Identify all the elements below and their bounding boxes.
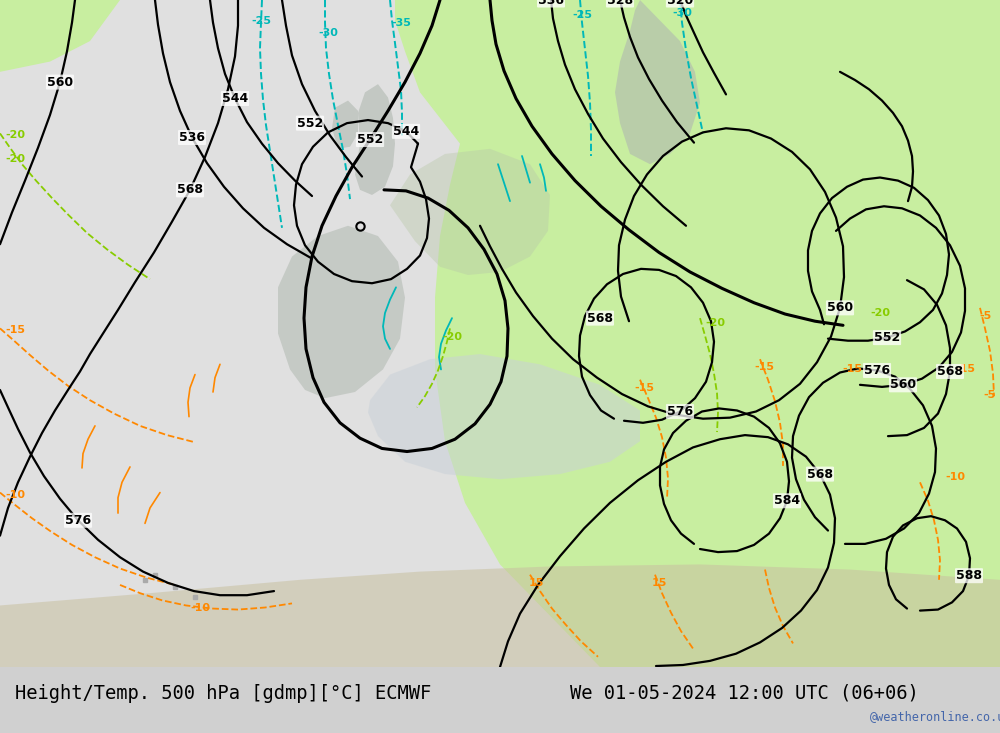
- Text: -30: -30: [318, 28, 338, 38]
- Text: 560: 560: [890, 378, 916, 391]
- Text: 576: 576: [667, 405, 693, 418]
- Text: 528: 528: [607, 0, 633, 7]
- Text: We 01-05-2024 12:00 UTC (06+06): We 01-05-2024 12:00 UTC (06+06): [570, 684, 919, 703]
- Text: 15: 15: [528, 578, 544, 588]
- Text: 552: 552: [357, 133, 383, 146]
- Text: -20: -20: [705, 318, 725, 328]
- Text: -5: -5: [979, 311, 991, 321]
- Text: -15: -15: [955, 364, 975, 375]
- Polygon shape: [355, 84, 395, 195]
- Polygon shape: [0, 0, 120, 72]
- Text: -25: -25: [572, 10, 592, 21]
- Text: 552: 552: [297, 117, 323, 130]
- Text: -20: -20: [5, 130, 25, 141]
- Text: 552: 552: [874, 331, 900, 344]
- Text: -15: -15: [5, 325, 25, 336]
- Text: 15: 15: [651, 578, 667, 588]
- Text: 568: 568: [937, 365, 963, 378]
- Text: 560: 560: [827, 301, 853, 314]
- Text: 576: 576: [864, 364, 890, 377]
- Text: 588: 588: [956, 570, 982, 582]
- Text: 576: 576: [65, 514, 91, 527]
- Text: 536: 536: [179, 131, 205, 144]
- Polygon shape: [278, 226, 405, 398]
- Text: -20: -20: [442, 331, 462, 342]
- Text: 568: 568: [587, 312, 613, 325]
- Text: -15: -15: [634, 383, 654, 393]
- Text: -20: -20: [870, 308, 890, 318]
- Text: -5: -5: [984, 390, 996, 400]
- Text: -10: -10: [945, 472, 965, 482]
- Polygon shape: [368, 354, 640, 479]
- Text: @weatheronline.co.uk: @weatheronline.co.uk: [870, 710, 1000, 723]
- Polygon shape: [0, 564, 1000, 667]
- Text: -15: -15: [842, 364, 862, 375]
- Text: 560: 560: [47, 75, 73, 89]
- Text: -15: -15: [754, 362, 774, 372]
- Text: 544: 544: [222, 92, 248, 105]
- Polygon shape: [332, 100, 358, 149]
- Text: -35: -35: [391, 18, 411, 28]
- Text: 520: 520: [667, 0, 693, 7]
- Text: -10: -10: [5, 490, 25, 500]
- Text: 568: 568: [807, 468, 833, 481]
- Polygon shape: [390, 149, 550, 275]
- Text: -10: -10: [190, 603, 210, 613]
- Polygon shape: [395, 0, 1000, 667]
- Polygon shape: [615, 0, 700, 164]
- Text: 584: 584: [774, 494, 800, 507]
- Text: -25: -25: [251, 15, 271, 26]
- Text: -30: -30: [672, 8, 692, 18]
- Text: 544: 544: [393, 125, 419, 138]
- Text: 536: 536: [538, 0, 564, 7]
- Text: -20: -20: [5, 154, 25, 164]
- Text: 568: 568: [177, 183, 203, 196]
- Text: Height/Temp. 500 hPa [gdmp][°C] ECMWF: Height/Temp. 500 hPa [gdmp][°C] ECMWF: [15, 684, 431, 703]
